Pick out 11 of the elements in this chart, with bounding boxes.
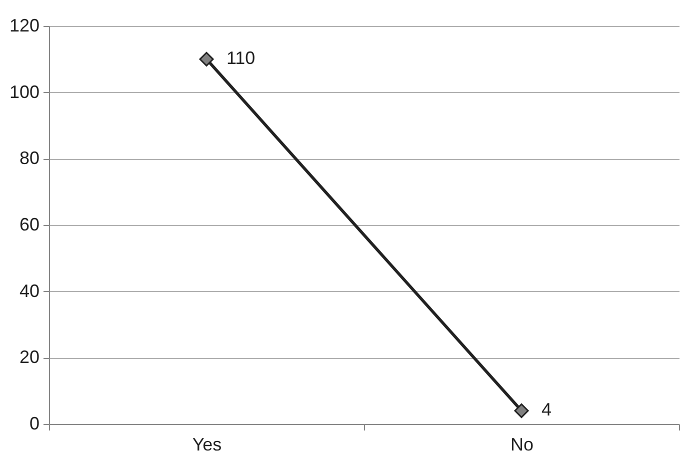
y-tick-label: 40: [19, 280, 40, 301]
y-tick-label: 20: [19, 347, 40, 368]
y-tick-label: 60: [19, 214, 40, 234]
x-tick-label: No: [510, 434, 534, 454]
y-tick-label: 80: [19, 148, 40, 168]
y-tick-label: 100: [9, 82, 40, 102]
y-tick-label: 0: [29, 414, 40, 434]
data-label: 4: [542, 400, 552, 420]
data-label: 110: [226, 48, 256, 68]
x-tick-label: Yes: [192, 434, 222, 454]
y-tick-label: 120: [9, 16, 40, 36]
